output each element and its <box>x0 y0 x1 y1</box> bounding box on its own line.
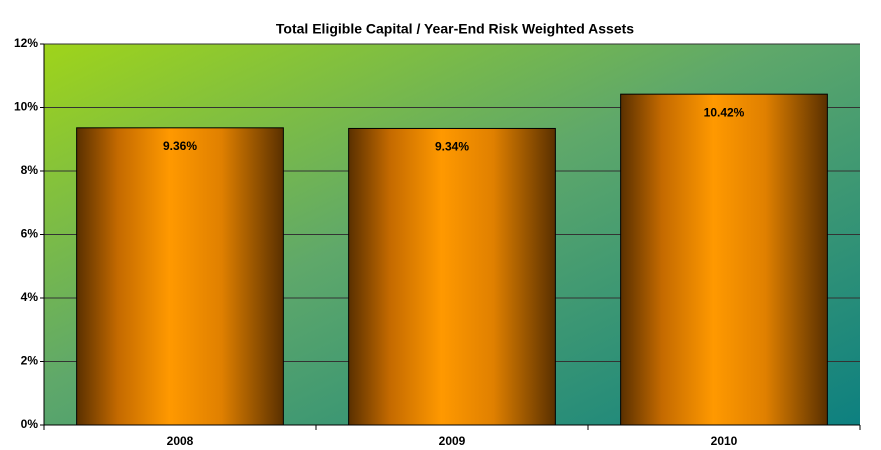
data-label: 9.36% <box>163 139 197 153</box>
data-label: 9.34% <box>435 140 469 154</box>
y-tick-label: 2% <box>21 354 39 368</box>
bar <box>348 127 556 426</box>
y-tick-label: 0% <box>21 417 39 431</box>
y-tick-label: 4% <box>21 290 39 304</box>
y-tick-label: 8% <box>21 163 39 177</box>
y-tick-label: 12% <box>14 36 38 50</box>
data-label: 10.42% <box>704 105 745 119</box>
y-tick-label: 10% <box>14 100 38 114</box>
bar <box>76 127 284 426</box>
x-tick-label: 2008 <box>167 434 194 448</box>
chart-title: Total Eligible Capital / Year-End Risk W… <box>276 21 634 37</box>
bar <box>620 93 828 426</box>
y-tick-label: 6% <box>21 227 39 241</box>
x-tick-label: 2010 <box>711 434 738 448</box>
x-tick-label: 2009 <box>439 434 466 448</box>
